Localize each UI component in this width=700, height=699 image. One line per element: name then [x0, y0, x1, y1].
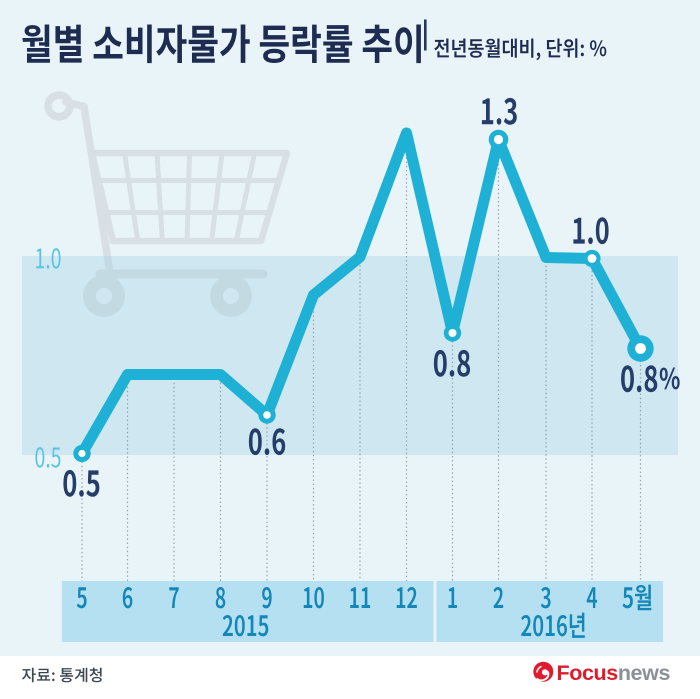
svg-text:Focusnews: Focusnews	[557, 661, 671, 685]
